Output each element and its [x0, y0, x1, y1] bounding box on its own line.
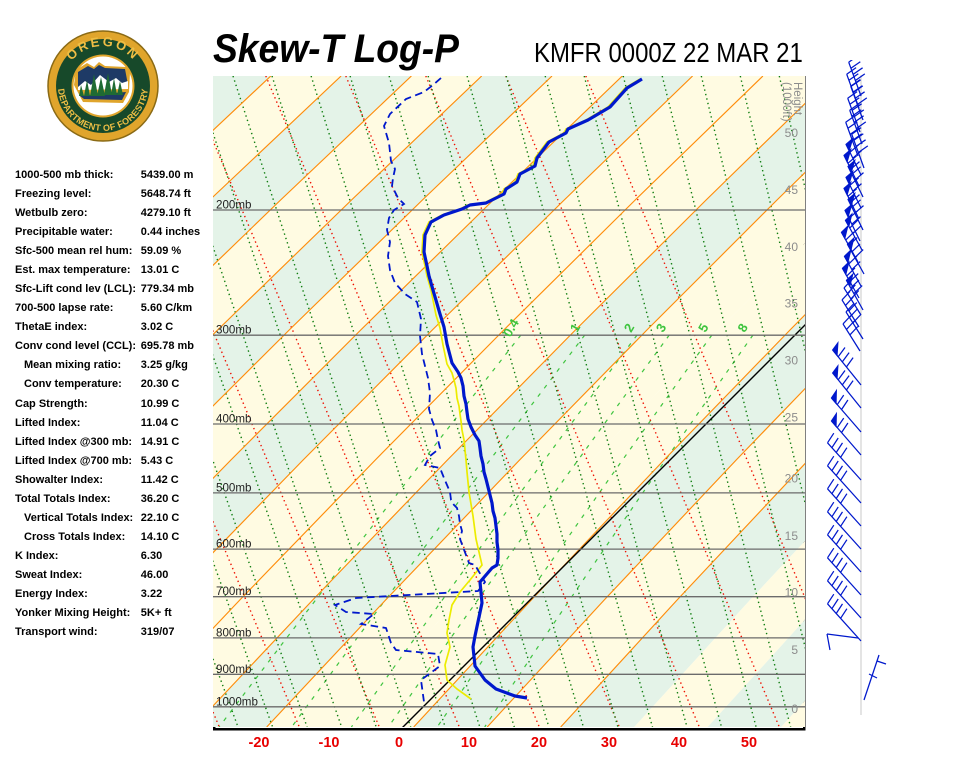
- svg-text:5: 5: [791, 643, 798, 657]
- svg-text:800mb: 800mb: [216, 626, 251, 639]
- svg-text:900mb: 900mb: [216, 663, 251, 676]
- svg-text:35: 35: [785, 297, 799, 311]
- svg-text:25: 25: [785, 411, 799, 425]
- svg-text:700mb: 700mb: [216, 585, 251, 598]
- svg-text:400mb: 400mb: [216, 413, 251, 426]
- svg-text:(1000ft): (1000ft): [780, 82, 792, 122]
- svg-text:600mb: 600mb: [216, 538, 251, 551]
- svg-text:0: 0: [791, 702, 798, 716]
- svg-text:300mb: 300mb: [216, 324, 251, 337]
- svg-text:10: 10: [785, 585, 799, 599]
- svg-text:200mb: 200mb: [216, 199, 251, 212]
- svg-text:20: 20: [785, 471, 799, 485]
- svg-text:15: 15: [785, 529, 799, 543]
- svg-text:40: 40: [785, 240, 799, 254]
- svg-text:30: 30: [785, 354, 799, 368]
- svg-text:50: 50: [785, 126, 799, 140]
- svg-text:Height: Height: [791, 82, 803, 116]
- svg-text:1000mb: 1000mb: [216, 695, 258, 708]
- svg-text:45: 45: [785, 183, 799, 197]
- svg-text:500mb: 500mb: [216, 481, 251, 494]
